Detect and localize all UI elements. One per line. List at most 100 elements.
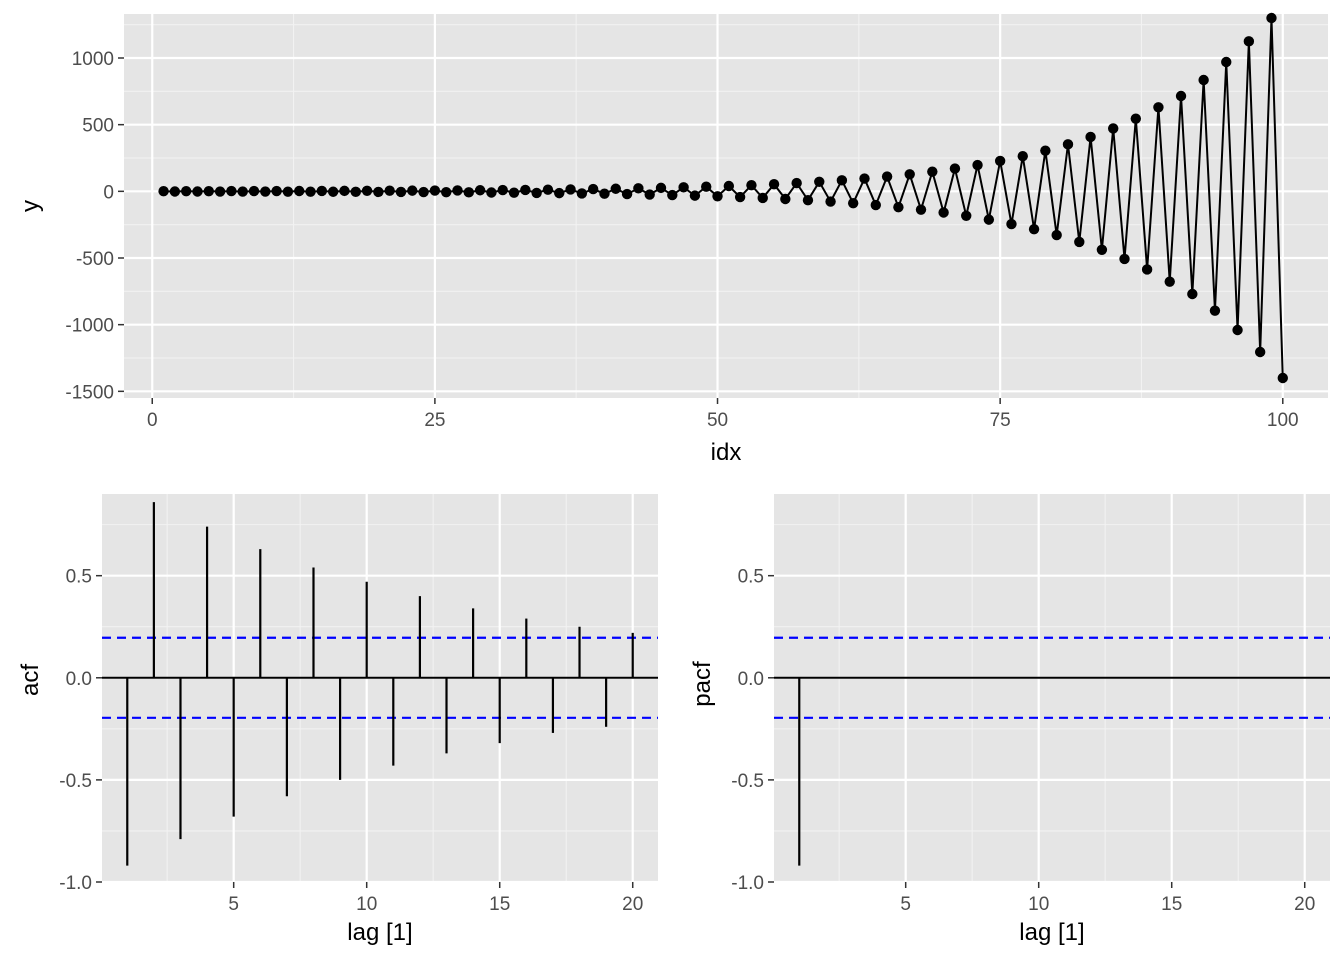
series-point <box>1277 372 1288 384</box>
series-point <box>1209 305 1221 316</box>
series-point <box>689 190 701 201</box>
series-point <box>881 171 893 182</box>
series-point <box>260 186 271 197</box>
series-point <box>621 188 633 200</box>
series-point <box>565 184 576 195</box>
acf-y-tick-label: 0.0 <box>66 669 92 690</box>
series-point <box>983 214 995 225</box>
series-point <box>712 191 723 202</box>
pacf-y-tick-label: -1.0 <box>731 873 764 894</box>
pacf-x-tick-label: 5 <box>900 894 911 915</box>
series-point <box>361 185 373 197</box>
series-point <box>893 201 904 213</box>
series-point <box>802 194 814 206</box>
series-point <box>1232 324 1243 336</box>
series-point <box>384 185 395 196</box>
series-point <box>825 196 836 207</box>
series-point <box>836 175 848 186</box>
series-panel: -1500 -1000 -500 0 500 1000 0 25 50 75 100 idx y <box>17 12 1328 466</box>
series-point <box>859 173 870 184</box>
series-point <box>305 186 316 197</box>
series-point <box>1153 102 1164 113</box>
pacf-marks <box>774 636 1330 866</box>
series-y-tick-label: 1000 <box>72 49 114 70</box>
series-point <box>169 186 181 197</box>
series-point <box>158 185 169 197</box>
series-point <box>1108 123 1119 134</box>
series-y-tick-label: -500 <box>76 249 114 270</box>
series-point <box>248 185 260 197</box>
series-point <box>746 179 757 191</box>
series-point <box>1096 244 1108 255</box>
series-point <box>655 182 667 194</box>
series-point <box>531 187 542 199</box>
pacf-y-axis: -1.0 -0.5 0.0 0.5 <box>731 567 774 894</box>
acf-x-axis: 5 10 15 20 <box>228 882 643 915</box>
series-point <box>508 187 520 198</box>
series-point <box>1085 131 1096 143</box>
series-x-axis: 0 25 50 75 100 <box>147 398 1299 431</box>
series-point <box>350 186 361 198</box>
acf-x-axis-title: lag [1] <box>347 919 412 946</box>
series-point <box>294 185 305 197</box>
series-point <box>1074 236 1085 248</box>
series-point <box>474 185 486 196</box>
acf-panel: -1.0 -0.5 0.0 0.5 5 10 15 20 lag [1] acf <box>17 494 658 946</box>
pacf-y-axis-title: pacf <box>689 661 716 707</box>
acf-y-tick-label: 0.5 <box>66 567 92 588</box>
series-point <box>1028 223 1040 235</box>
series-point <box>214 186 226 197</box>
series-point <box>1062 139 1074 150</box>
series-point <box>780 193 791 205</box>
series-point <box>1266 12 1277 24</box>
series-point <box>938 207 949 218</box>
series-point <box>429 185 441 196</box>
series-point <box>271 185 282 197</box>
series-point <box>316 185 328 197</box>
pacf-y-tick-label: 0.0 <box>738 669 764 690</box>
series-point <box>407 185 418 196</box>
pacf-x-tick-label: 10 <box>1028 894 1049 915</box>
series-point <box>1164 276 1175 287</box>
series-point <box>1017 150 1028 162</box>
series-y-tick-label: 0 <box>103 182 114 203</box>
series-point <box>915 204 927 215</box>
series-point <box>994 155 1006 167</box>
series-point <box>1119 253 1130 265</box>
series-point <box>1175 90 1187 102</box>
series-point <box>486 187 497 198</box>
series-point <box>192 186 203 197</box>
series-point <box>1141 264 1153 275</box>
acf-plot-background <box>102 494 658 882</box>
series-point <box>452 185 463 196</box>
acf-x-tick-label: 10 <box>356 894 377 915</box>
series-point <box>395 186 407 198</box>
series-point <box>441 187 452 198</box>
series-y-tick-label: -1000 <box>65 316 114 337</box>
series-point <box>1040 145 1051 156</box>
series-point <box>327 186 339 197</box>
series-point <box>1006 218 1017 230</box>
series-point <box>734 191 746 203</box>
series-point <box>814 176 825 188</box>
series-line <box>163 17 1284 379</box>
series-point <box>972 159 983 171</box>
series-x-tick-label: 0 <box>147 410 158 431</box>
series-point <box>927 166 938 177</box>
series-point <box>373 186 384 198</box>
series-point <box>599 188 610 199</box>
series-point <box>667 189 678 201</box>
series-point <box>847 197 859 209</box>
acf-y-axis-title: acf <box>17 664 44 696</box>
acf-y-axis: -1.0 -0.5 0.0 0.5 <box>59 567 102 894</box>
acf-y-tick-label: -1.0 <box>59 873 92 894</box>
series-point <box>610 183 621 194</box>
series-point <box>554 187 565 199</box>
series-point <box>576 188 588 199</box>
series-point <box>339 185 350 197</box>
series-point <box>418 186 429 198</box>
series-x-axis-title: idx <box>711 439 742 466</box>
acf-x-tick-label: 5 <box>228 894 239 915</box>
series-point <box>791 177 802 189</box>
